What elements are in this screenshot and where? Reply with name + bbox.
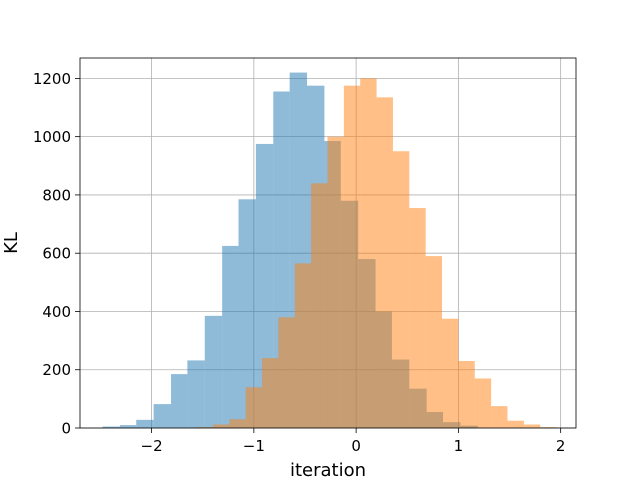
axis-ticks: −2 −1 0 1 2 0 200 400 600 800 1000 1200 <box>33 70 566 455</box>
histogram-bar-series-2 <box>376 97 393 428</box>
histogram-bar-series-2 <box>196 427 213 428</box>
y-tick-label: 400 <box>42 303 71 321</box>
histogram-bar-series-2 <box>278 317 295 428</box>
x-axis-label: iteration <box>290 460 366 480</box>
histogram-bar-series-2 <box>458 360 475 428</box>
histogram-bar-series-2 <box>409 208 426 428</box>
histogram-bar-series-2 <box>212 424 230 428</box>
histogram-bar-series-1 <box>119 425 137 428</box>
histogram-bar-series-2 <box>540 427 557 428</box>
histogram-bar-series-2 <box>474 378 492 428</box>
histogram-bar-series-1 <box>136 419 154 428</box>
histogram-bar-series-2 <box>311 183 328 428</box>
y-tick-label: 200 <box>42 361 71 379</box>
histogram-bar-series-2 <box>491 406 508 428</box>
x-tick-label: 1 <box>454 437 464 455</box>
y-tick-label: 1200 <box>33 70 71 88</box>
histogram-bar-series-1 <box>187 360 205 428</box>
plot-frame <box>79 57 577 429</box>
histogram-bar-series-2 <box>262 358 279 428</box>
y-tick-label: 600 <box>42 245 71 263</box>
histogram-bar-series-1 <box>153 404 172 428</box>
y-tick-label: 0 <box>61 420 71 438</box>
x-tick-label: −1 <box>243 437 265 455</box>
histogram-bar-series-1 <box>222 245 239 428</box>
histogram-bar-series-1 <box>238 199 256 428</box>
y-tick-label: 800 <box>42 186 71 204</box>
x-tick-label: 2 <box>556 437 566 455</box>
histogram-bar-series-2 <box>343 85 361 429</box>
y-tick-label: 1000 <box>33 128 71 146</box>
histogram-bar-series-2 <box>392 151 410 429</box>
histogram-bar-series-2 <box>425 256 443 428</box>
histogram-bar-series-2 <box>327 136 344 428</box>
histogram-bar-series-2 <box>523 424 541 428</box>
histogram-bar-series-1 <box>255 143 274 428</box>
histogram-bar-series-2 <box>360 78 377 428</box>
histogram-bar-series-2 <box>442 318 459 428</box>
histogram-bar-series-2 <box>229 419 246 428</box>
histogram-bars <box>102 72 557 429</box>
histogram-bar-series-1 <box>171 374 188 428</box>
x-tick-label: 0 <box>351 437 361 455</box>
histogram-bar-series-1 <box>102 426 120 428</box>
y-axis-label: KL <box>1 232 22 254</box>
histogram-bar-series-1 <box>204 315 223 428</box>
x-tick-label: −2 <box>141 437 163 455</box>
histogram-bar-series-2 <box>245 387 263 428</box>
histogram-bar-series-2 <box>294 263 312 428</box>
histogram-bar-series-2 <box>507 420 524 428</box>
